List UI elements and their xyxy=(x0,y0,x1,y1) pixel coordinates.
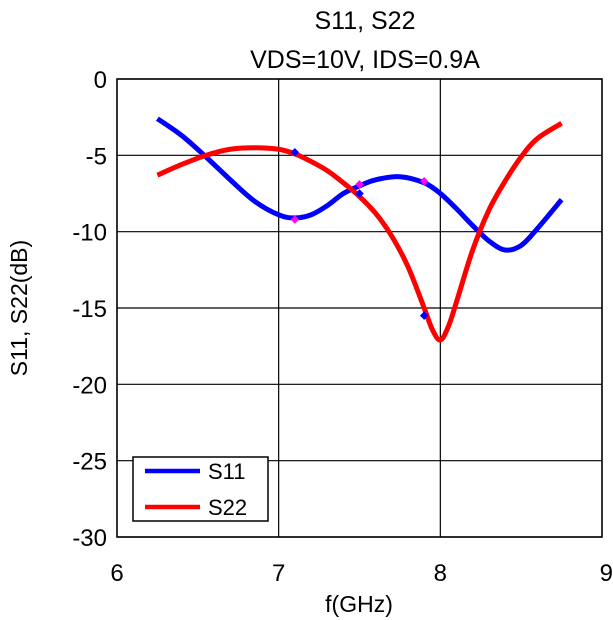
series-line-s22 xyxy=(156,121,563,343)
x-tick-label: 9 xyxy=(600,560,613,587)
y-axis-label: S11, S22(dB) xyxy=(6,240,32,376)
marker-s22-2 xyxy=(419,176,429,186)
tick-labels: 0 -5 -10 -15 -20 -25 -306 7 8 9 xyxy=(72,67,613,587)
legend-label-s11: S11 xyxy=(208,459,246,484)
chart-title: S11, S22 xyxy=(314,7,415,35)
marker-s22-1 xyxy=(355,179,364,189)
y-tick-label: -25 xyxy=(72,449,107,476)
y-tick-label: -5 xyxy=(86,143,107,170)
marker-s11-0 xyxy=(290,147,300,157)
marker-s11-2 xyxy=(419,311,429,320)
marker-s11-1 xyxy=(355,189,364,198)
y-tick-label: -15 xyxy=(72,296,107,323)
series-line-s11 xyxy=(155,116,564,253)
y-tick-label: -10 xyxy=(72,220,107,247)
marker-s22-0 xyxy=(290,215,300,224)
legend-label-s22: S22 xyxy=(208,495,247,520)
legend: S11 S22 xyxy=(132,456,269,522)
y-tick-label: -20 xyxy=(72,372,107,399)
x-tick-label: 7 xyxy=(272,560,285,587)
x-tick-label: 8 xyxy=(434,560,447,587)
x-tick-label: 6 xyxy=(110,560,123,587)
legend-box xyxy=(132,456,269,522)
y-tick-label: 0 xyxy=(94,67,107,94)
x-axis-label: f(GHz) xyxy=(325,591,393,617)
y-tick-label: -30 xyxy=(72,525,107,552)
plot-frame xyxy=(116,78,603,538)
chart-subtitle: VDS=10V, IDS=0.9A xyxy=(250,46,480,74)
series-layer xyxy=(155,116,564,343)
